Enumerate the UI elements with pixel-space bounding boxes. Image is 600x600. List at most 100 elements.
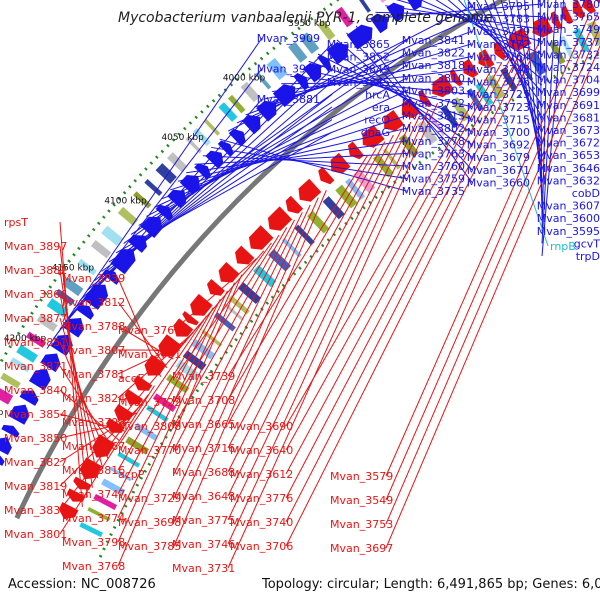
forward-gene-label[interactable]: Mvan_3595	[537, 225, 600, 238]
reverse-gene-label[interactable]: Mvan_3612	[230, 468, 293, 481]
reverse-gene-label[interactable]: Mvan_3877	[4, 312, 67, 325]
reverse-gene-label[interactable]: Mvan_3761	[118, 324, 181, 337]
forward-gene-label[interactable]: Mvan_3737	[537, 36, 600, 49]
forward-gene-label[interactable]: Mvan_3692	[467, 139, 530, 152]
reverse-gene-label[interactable]: Mvan_3816	[62, 464, 125, 477]
reverse-gene-label[interactable]: Mvan_3854	[4, 408, 67, 421]
reverse-gene-label[interactable]: rpsT	[4, 216, 28, 229]
reverse-gene-label[interactable]: Mvan_3807	[62, 344, 125, 357]
reverse-gene-label[interactable]: Mvan_3690	[230, 420, 293, 433]
reverse-gene-label[interactable]: Mvan_3775	[172, 514, 235, 527]
reverse-gene-label[interactable]: Mvan_3753	[330, 518, 393, 531]
reverse-gene-label[interactable]: Mvan_3851	[4, 336, 67, 349]
reverse-gene-label[interactable]: Mvan_3747	[62, 488, 125, 501]
reverse-gene-label[interactable]: Mvan_3768	[62, 560, 125, 573]
reverse-gene-label[interactable]: Mvan_3549	[330, 494, 393, 507]
forward-gene-label[interactable]: Mvan_3748	[467, 63, 530, 76]
reverse-gene-label[interactable]: Mvan_3819	[4, 480, 67, 493]
forward-gene-label[interactable]: Mvan_3681	[537, 111, 600, 124]
reverse-gene-label[interactable]: Mvan_3697	[330, 542, 393, 555]
reverse-gene-label[interactable]: Mvan_3791	[118, 348, 181, 361]
forward-gene-label[interactable]: cobD	[572, 187, 600, 200]
forward-gene-label[interactable]: Mvan_3881	[257, 93, 320, 106]
reverse-gene-label[interactable]: Mvan_3648	[172, 490, 235, 503]
reverse-gene-label[interactable]: Mvan_3698	[118, 516, 181, 529]
reverse-gene-label[interactable]: Mvan_3731	[172, 562, 235, 575]
forward-gene-label[interactable]: hrcA	[365, 88, 390, 101]
forward-gene-label[interactable]: Mvan_3632	[537, 174, 600, 187]
reverse-gene-label[interactable]: Mvan_3665	[172, 418, 235, 431]
forward-gene-label[interactable]: Mvan_3704	[537, 74, 600, 87]
forward-gene-label[interactable]: Mvan_3600	[537, 212, 600, 225]
forward-gene-label[interactable]: recO	[364, 114, 390, 127]
reverse-gene-label[interactable]: Mvan_3871	[4, 360, 67, 373]
forward-gene-label[interactable]: Mvan_3783	[467, 13, 530, 26]
reverse-gene-label[interactable]: Mvan_3640	[230, 444, 293, 457]
forward-gene-label[interactable]: Mvan_3700	[467, 126, 530, 139]
forward-gene-label[interactable]: Mvan_3795	[467, 0, 530, 13]
forward-gene-label[interactable]: Mvan_3810	[402, 72, 465, 85]
reverse-gene-label[interactable]: Mvan_3776	[230, 492, 293, 505]
forward-gene-label[interactable]: Mvan_3725	[467, 88, 530, 101]
forward-gene-label[interactable]: Mvan_3852	[327, 51, 390, 64]
forward-gene-label[interactable]: Mvan_3813	[402, 110, 465, 123]
forward-gene-label[interactable]: Mvan_3749	[537, 23, 600, 36]
forward-gene-label[interactable]: Mvan_3759	[402, 173, 465, 186]
forward-gene-label[interactable]: Mvan_3822	[402, 47, 465, 60]
forward-gene-label[interactable]: Mvan_3765	[537, 11, 600, 24]
forward-gene-label[interactable]: Mvan_3607	[537, 200, 600, 213]
forward-gene-label[interactable]: Mvan_3760	[402, 160, 465, 173]
reverse-gene-label[interactable]: Mvan_3801	[4, 528, 67, 541]
forward-gene-label[interactable]: Mvan_3763	[402, 147, 465, 160]
reverse-gene-label[interactable]: Mvan_3798	[62, 536, 125, 549]
reverse-gene-label[interactable]: Mvan_3746	[172, 538, 235, 551]
forward-gene-label[interactable]: Mvan_3772	[467, 38, 530, 51]
forward-gene-label[interactable]: Mvan_3841	[402, 34, 465, 47]
forward-gene-label[interactable]: Mvan_3764	[467, 50, 530, 63]
forward-gene-label[interactable]: Mvan_3723	[467, 101, 530, 114]
forward-gene-label[interactable]: Mvan_3653	[537, 149, 600, 162]
reverse-gene-label[interactable]: Mvan_3785	[118, 540, 181, 553]
forward-gene-label[interactable]: era	[372, 101, 390, 114]
reverse-gene-label[interactable]: acpP	[118, 468, 145, 481]
reverse-gene-label[interactable]: Mvan_3839	[62, 272, 125, 285]
forward-gene-label[interactable]: Mvan_3673	[537, 124, 600, 137]
reverse-gene-label[interactable]: Mvan_3788	[62, 320, 125, 333]
reverse-gene-label[interactable]: Mvan_3770	[118, 444, 181, 457]
reverse-gene-label[interactable]: Mvan_3708	[172, 394, 235, 407]
rna-gene-label[interactable]: rnpB	[550, 240, 576, 253]
forward-gene-label[interactable]: Mvan_3735	[402, 185, 465, 198]
reverse-gene-label[interactable]: Mvan_3774	[62, 512, 125, 525]
forward-gene-label[interactable]: gcvT	[574, 237, 600, 250]
forward-gene-label[interactable]: Mvan_3792	[402, 97, 465, 110]
forward-gene-label[interactable]: Mvan_3780	[537, 0, 600, 11]
forward-gene-label[interactable]: Mvan_3646	[537, 162, 600, 175]
reverse-gene-label[interactable]: Mvan_3706	[230, 540, 293, 553]
forward-gene-label[interactable]: Mvan_3902	[257, 63, 320, 76]
reverse-gene-label[interactable]: Mvan_3767	[62, 440, 125, 453]
reverse-gene-label[interactable]: aceE	[118, 372, 145, 385]
forward-gene-label[interactable]: Mvan_3865	[327, 38, 390, 51]
reverse-gene-label[interactable]: Mvan_3840	[4, 384, 67, 397]
forward-gene-label[interactable]: Mvan_3660	[467, 176, 530, 189]
reverse-gene-label[interactable]: Mvan_3824	[62, 392, 125, 405]
forward-gene-label[interactable]: trpD	[576, 250, 600, 263]
reverse-gene-label[interactable]: Mvan_3716	[172, 442, 235, 455]
reverse-gene-label[interactable]: Mvan_3729	[118, 492, 181, 505]
reverse-gene-label[interactable]: Mvan_3740	[230, 516, 293, 529]
forward-gene-label[interactable]: Mvan_3679	[467, 151, 530, 164]
forward-gene-label[interactable]: Mvan_3909	[257, 32, 320, 45]
forward-gene-label[interactable]: Mvan_3803	[402, 84, 465, 97]
forward-gene-label[interactable]: Mvan_3671	[467, 164, 530, 177]
forward-gene-label[interactable]: Mvan_3818	[402, 59, 465, 72]
reverse-gene-label[interactable]: Mvan_3827	[4, 456, 67, 469]
reverse-gene-label[interactable]: Mvan_3688	[172, 466, 235, 479]
forward-gene-label[interactable]: dnaG	[361, 126, 390, 139]
forward-gene-label[interactable]: Mvan_3715	[467, 113, 530, 126]
reverse-gene-label[interactable]: Mvan_3808	[118, 420, 181, 433]
forward-gene-label[interactable]: Mvan_3732	[537, 48, 600, 61]
reverse-gene-label[interactable]: Mvan_3579	[330, 470, 393, 483]
reverse-gene-label[interactable]: Mvan_3812	[62, 296, 125, 309]
forward-gene-label[interactable]: Mvan_3724	[537, 61, 600, 74]
forward-gene-label[interactable]: Mvan_3845	[327, 76, 390, 89]
